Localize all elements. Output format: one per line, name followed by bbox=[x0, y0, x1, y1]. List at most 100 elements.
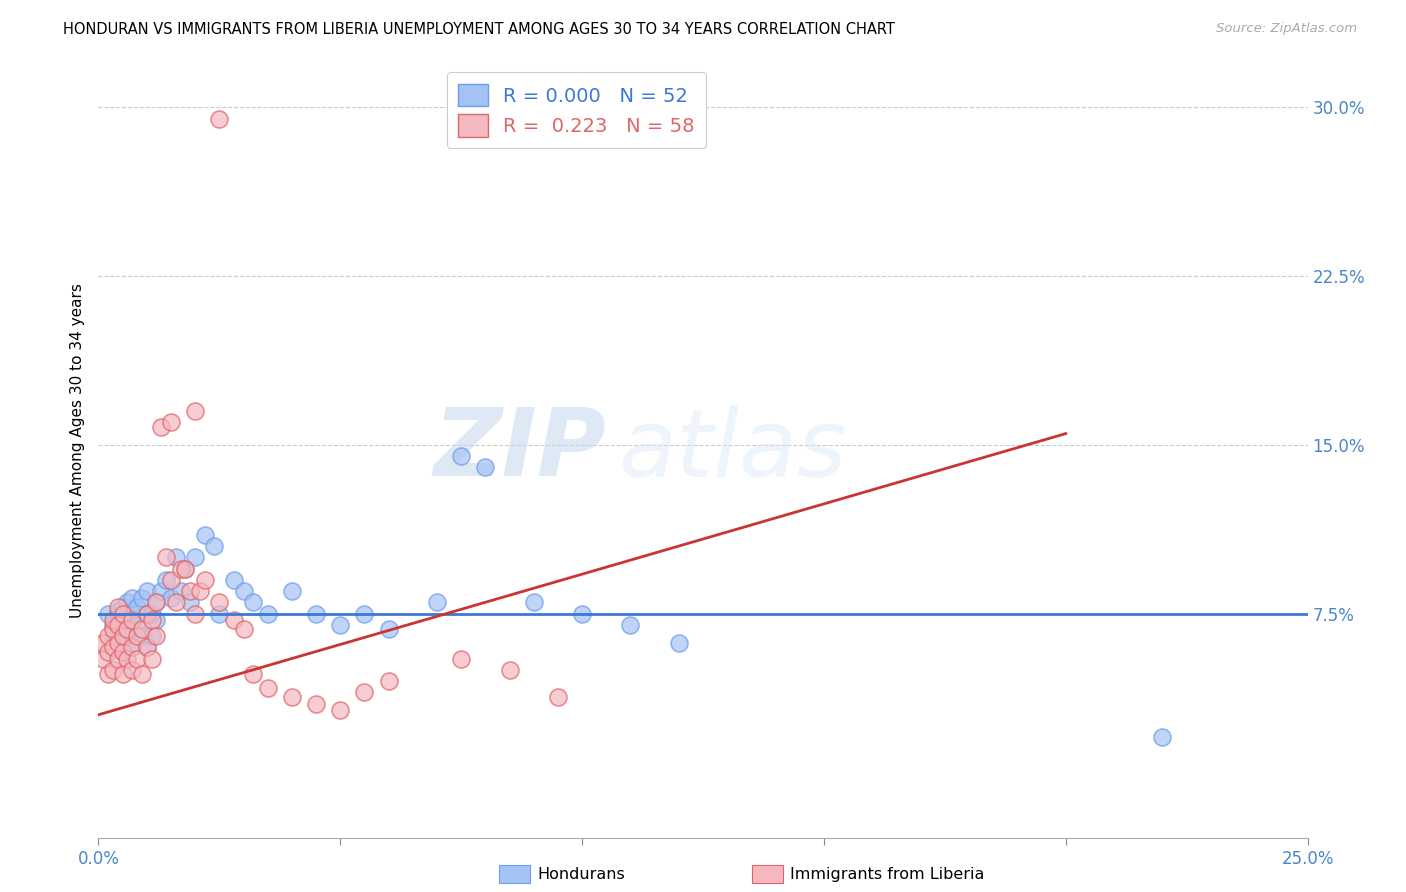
Text: Hondurans: Hondurans bbox=[537, 867, 624, 881]
Point bbox=[135, 640, 157, 655]
Point bbox=[111, 629, 134, 643]
Point bbox=[377, 673, 399, 688]
Point bbox=[194, 528, 217, 542]
Point bbox=[131, 629, 153, 643]
Point bbox=[127, 629, 149, 643]
Point bbox=[131, 667, 153, 681]
Point bbox=[281, 690, 304, 704]
Text: Source: ZipAtlas.com: Source: ZipAtlas.com bbox=[1216, 22, 1357, 36]
Point bbox=[127, 599, 149, 614]
Point bbox=[111, 613, 134, 627]
Point bbox=[160, 591, 183, 605]
Point bbox=[121, 663, 143, 677]
Point bbox=[222, 613, 245, 627]
Point bbox=[179, 595, 201, 609]
Point bbox=[101, 663, 124, 677]
Point bbox=[242, 595, 264, 609]
Point bbox=[571, 607, 593, 621]
Point bbox=[184, 607, 207, 621]
Point bbox=[145, 595, 167, 609]
Point bbox=[208, 607, 231, 621]
Point bbox=[155, 573, 177, 587]
Point bbox=[160, 573, 183, 587]
Point bbox=[101, 629, 124, 643]
Point bbox=[91, 636, 114, 650]
Point bbox=[305, 607, 328, 621]
Point bbox=[97, 645, 120, 659]
Point bbox=[498, 663, 520, 677]
Point bbox=[107, 617, 129, 632]
Point bbox=[121, 591, 143, 605]
Text: ZIP: ZIP bbox=[433, 404, 606, 497]
Point bbox=[450, 651, 472, 665]
Point bbox=[165, 595, 187, 609]
Point bbox=[155, 550, 177, 565]
Point bbox=[184, 404, 207, 418]
Point bbox=[242, 667, 264, 681]
Point bbox=[127, 617, 149, 632]
Point bbox=[121, 607, 143, 621]
Point bbox=[474, 460, 496, 475]
Text: Immigrants from Liberia: Immigrants from Liberia bbox=[790, 867, 984, 881]
Point bbox=[135, 607, 157, 621]
Point bbox=[107, 622, 129, 636]
Point bbox=[450, 449, 472, 463]
Point bbox=[281, 584, 304, 599]
Point bbox=[1152, 731, 1174, 745]
Point bbox=[145, 629, 167, 643]
Point bbox=[619, 617, 641, 632]
Point bbox=[111, 645, 134, 659]
Text: atlas: atlas bbox=[619, 405, 846, 496]
Y-axis label: Unemployment Among Ages 30 to 34 years: Unemployment Among Ages 30 to 34 years bbox=[69, 283, 84, 618]
Point bbox=[145, 613, 167, 627]
Point bbox=[117, 595, 139, 609]
Point bbox=[377, 622, 399, 636]
Point bbox=[131, 622, 153, 636]
Point bbox=[97, 629, 120, 643]
Point bbox=[232, 584, 254, 599]
Point bbox=[121, 640, 143, 655]
Point bbox=[101, 622, 124, 636]
Point bbox=[117, 651, 139, 665]
Point bbox=[208, 595, 231, 609]
Point bbox=[145, 595, 167, 609]
Point bbox=[160, 415, 183, 429]
Point bbox=[165, 550, 187, 565]
Point bbox=[169, 561, 191, 575]
Point bbox=[256, 681, 278, 695]
Text: HONDURAN VS IMMIGRANTS FROM LIBERIA UNEMPLOYMENT AMONG AGES 30 TO 34 YEARS CORRE: HONDURAN VS IMMIGRANTS FROM LIBERIA UNEM… bbox=[63, 22, 896, 37]
Point bbox=[329, 617, 352, 632]
Legend: R = 0.000   N = 52, R =  0.223   N = 58: R = 0.000 N = 52, R = 0.223 N = 58 bbox=[447, 72, 706, 148]
Point bbox=[97, 667, 120, 681]
Point bbox=[141, 613, 163, 627]
Point bbox=[194, 573, 217, 587]
Point bbox=[256, 607, 278, 621]
Point bbox=[111, 667, 134, 681]
Point bbox=[121, 636, 143, 650]
Point bbox=[121, 613, 143, 627]
Point bbox=[547, 690, 569, 704]
Point bbox=[179, 584, 201, 599]
Point bbox=[204, 539, 226, 553]
Point bbox=[107, 599, 129, 614]
Point bbox=[353, 685, 375, 699]
Point bbox=[169, 584, 191, 599]
Point bbox=[353, 607, 375, 621]
Point bbox=[523, 595, 546, 609]
Point bbox=[141, 629, 163, 643]
Point bbox=[135, 607, 157, 621]
Point bbox=[111, 607, 134, 621]
Point bbox=[107, 651, 129, 665]
Point bbox=[111, 622, 134, 636]
Point bbox=[107, 604, 129, 618]
Point bbox=[150, 420, 173, 434]
Point bbox=[232, 622, 254, 636]
Point bbox=[141, 651, 163, 665]
Point bbox=[208, 112, 231, 126]
Point bbox=[305, 697, 328, 711]
Point bbox=[150, 584, 173, 599]
Point bbox=[101, 617, 124, 632]
Point bbox=[174, 561, 197, 575]
Point bbox=[141, 607, 163, 621]
Point bbox=[222, 573, 245, 587]
